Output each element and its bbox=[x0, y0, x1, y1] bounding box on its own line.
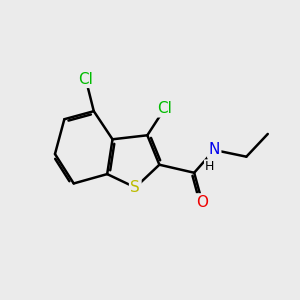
Text: N: N bbox=[208, 142, 220, 158]
Text: S: S bbox=[130, 180, 140, 195]
Text: Cl: Cl bbox=[157, 101, 172, 116]
Text: O: O bbox=[196, 195, 208, 210]
Text: Cl: Cl bbox=[78, 72, 93, 87]
Text: H: H bbox=[205, 160, 214, 173]
